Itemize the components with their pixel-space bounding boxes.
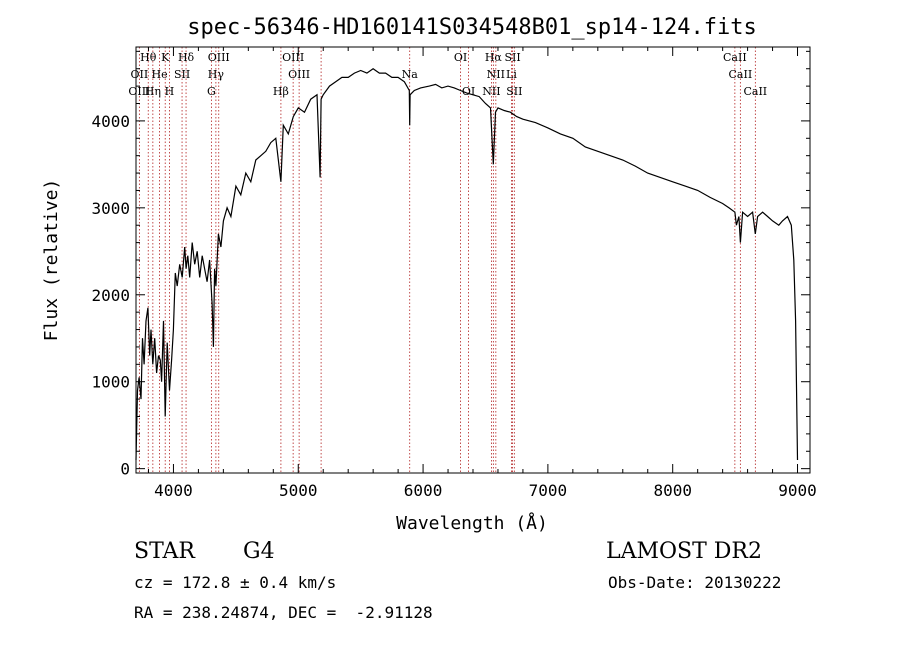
spectral-line-label: OIII <box>128 85 150 98</box>
y-tick-label: 3000 <box>91 199 130 218</box>
y-tick-label: 0 <box>120 460 130 479</box>
spectral-line-label: H <box>165 85 175 98</box>
spectral-line-label: OIII <box>208 51 230 64</box>
spectral-line-markers <box>138 47 756 473</box>
survey-name: LAMOST DR2 <box>606 539 762 564</box>
x-tick-label: 9000 <box>778 481 817 500</box>
y-tick-label: 1000 <box>91 373 130 392</box>
spectral-line-label: SII <box>504 51 520 64</box>
spectral-line-label: Hβ <box>273 85 289 98</box>
spectral-line-label: G <box>207 85 216 98</box>
spectral-line-label: Li <box>506 68 517 81</box>
object-subclass: G4 <box>243 539 275 564</box>
axis-ticks: 4000 5000 6000 7000 8000 9000 0 1000 2000 3000 400… <box>91 47 817 500</box>
spectral-line-label: Hθ <box>140 51 157 64</box>
spectral-line-label: OIII <box>288 68 310 81</box>
spectral-line-label: NII <box>487 68 505 81</box>
observation-date: Obs-Date: 20130222 <box>608 573 782 592</box>
spectral-line-label: K <box>161 51 170 64</box>
y-tick-label: 4000 <box>91 112 130 131</box>
spectral-line-label: CaII <box>743 85 767 98</box>
spectral-line-label: He <box>152 68 168 81</box>
y-tick-label: 2000 <box>91 286 130 305</box>
spectral-line-label: Hδ <box>178 51 195 64</box>
spectral-line-label: Hγ <box>208 68 225 81</box>
x-tick-label: 8000 <box>653 481 692 500</box>
x-tick-label: 6000 <box>404 481 443 500</box>
spectral-line-label: OIII <box>282 51 304 64</box>
x-tick-label: 7000 <box>529 481 568 500</box>
spectral-line-label: OII <box>131 68 149 81</box>
spectral-line-label: Hα <box>485 51 503 64</box>
spectral-line-label: CaII <box>729 68 753 81</box>
x-axis-label: Wavelength (Å) <box>396 512 548 534</box>
chart-title: spec-56346-HD160141S034548B01_sp14-124.f… <box>187 15 757 40</box>
spectral-line-label: OI <box>454 51 467 64</box>
spectral-line-label: SII <box>174 68 190 81</box>
spectral-line-label: Na <box>402 68 419 81</box>
spectral-line-label: NII <box>482 85 500 98</box>
y-axis-label: Flux (relative) <box>41 179 62 342</box>
spectrum-line <box>135 67 799 461</box>
redshift-velocity: cz = 172.8 ± 0.4 km/s <box>134 573 337 592</box>
plot-frame <box>135 46 811 474</box>
x-tick-label: 5000 <box>279 481 318 500</box>
object-class: STAR <box>134 539 195 564</box>
x-tick-label: 4000 <box>154 481 193 500</box>
spectral-line-label: CaII <box>723 51 747 64</box>
spectral-line-label: Hη <box>145 85 161 98</box>
coordinates: RA = 238.24874, DEC = -2.91128 <box>134 603 433 622</box>
spectral-line-label: SII <box>506 85 522 98</box>
